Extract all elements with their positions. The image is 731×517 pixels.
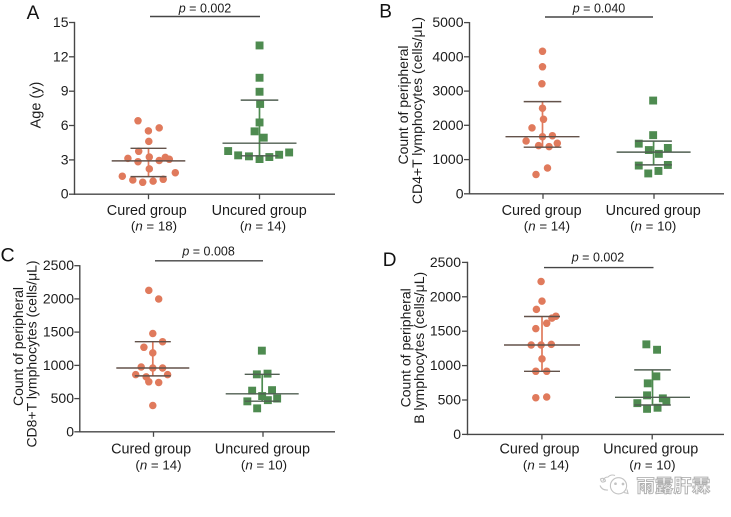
svg-text:0: 0 [456,185,464,201]
svg-text:B: B [379,2,392,23]
svg-text:500: 500 [438,392,462,408]
svg-text:3: 3 [61,151,69,167]
svg-text:2000: 2000 [43,290,74,306]
svg-text:Age (y): Age (y) [29,82,45,129]
svg-text:Uncured group: Uncured group [606,203,701,219]
svg-text:B lymphocytes (cells/μL): B lymphocytes (cells/μL) [411,272,427,424]
svg-text:Cured group: Cured group [111,442,191,458]
svg-text:Count of peripheral: Count of peripheral [10,287,26,406]
svg-text:(n = 10): (n = 10) [629,458,675,473]
svg-text:p = 0.002: p = 0.002 [178,2,232,16]
svg-text:0: 0 [61,186,69,202]
svg-text:1000: 1000 [432,151,463,167]
svg-text:2000: 2000 [432,117,463,133]
svg-text:(n = 18): (n = 18) [131,219,177,234]
svg-text:p = 0.002: p = 0.002 [571,251,625,265]
svg-text:0: 0 [66,423,74,439]
svg-text:C: C [1,244,15,266]
svg-text:Uncured group: Uncured group [215,442,310,458]
svg-text:A: A [27,3,40,24]
svg-text:(n = 10): (n = 10) [241,458,287,473]
svg-text:Cured group: Cured group [107,203,187,219]
svg-text:(n = 10): (n = 10) [630,219,676,234]
svg-text:p = 0.008: p = 0.008 [181,245,235,259]
svg-text:Cured group: Cured group [500,442,580,458]
svg-text:Uncured group: Uncured group [603,442,698,458]
svg-text:1000: 1000 [430,357,461,373]
svg-text:1000: 1000 [43,357,74,373]
svg-text:CD4+T lymphocytes (cells/μL): CD4+T lymphocytes (cells/μL) [409,17,425,204]
svg-text:12: 12 [53,48,69,64]
svg-text:500: 500 [51,390,75,406]
svg-text:(n = 14): (n = 14) [135,458,181,473]
svg-text:2500: 2500 [430,254,461,270]
svg-text:(n = 14): (n = 14) [524,219,570,234]
svg-text:4000: 4000 [432,48,463,64]
svg-text:CD8+T lymphocytes (cells/μL): CD8+T lymphocytes (cells/μL) [23,260,39,447]
svg-text:0: 0 [453,426,461,442]
svg-text:1500: 1500 [43,324,74,340]
svg-text:Count of peripheral: Count of peripheral [395,45,411,164]
svg-text:2000: 2000 [430,288,461,304]
svg-text:6: 6 [61,117,69,133]
svg-text:Count of peripheral: Count of peripheral [398,288,414,407]
svg-text:Uncured group: Uncured group [212,203,307,219]
svg-text:1500: 1500 [430,323,461,339]
svg-text:2500: 2500 [43,257,74,273]
svg-text:5000: 5000 [432,14,463,30]
svg-text:(n = 14): (n = 14) [523,458,569,473]
svg-text:p = 0.040: p = 0.040 [572,2,626,16]
svg-text:9: 9 [61,83,69,99]
svg-text:(n = 14): (n = 14) [240,219,286,234]
svg-text:15: 15 [53,14,69,30]
svg-text:Cured group: Cured group [502,203,582,219]
svg-text:3000: 3000 [432,83,463,99]
svg-text:D: D [383,250,397,271]
